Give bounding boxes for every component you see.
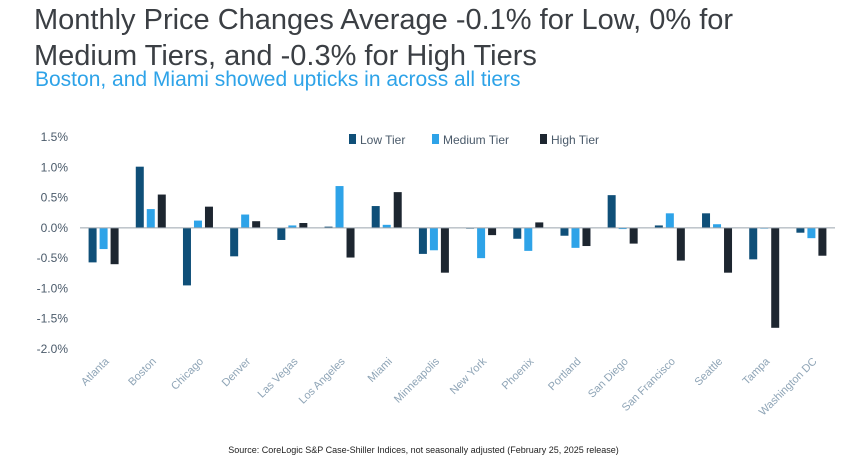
bar-low-tier	[88, 227, 97, 263]
category-label: San Diego	[586, 356, 631, 401]
y-tick-label: -2.0%	[37, 342, 69, 356]
bar-medium-tier	[665, 213, 674, 228]
legend-swatch	[349, 134, 356, 144]
bar-high-tier	[157, 194, 166, 228]
bar-high-tier	[771, 227, 780, 328]
bar-high-tier	[110, 227, 119, 265]
legend-swatch	[432, 134, 439, 144]
category-label: Boston	[126, 356, 159, 389]
bar-high-tier	[204, 206, 213, 228]
bar-high-tier	[488, 227, 497, 236]
bar-high-tier	[346, 227, 355, 258]
bar-chart: 1.5% 1.0% 0.5% 0.0% -0.5% -1.0% -1.5% -2.0% Low…	[37, 130, 835, 418]
bar-high-tier	[629, 227, 638, 244]
bar-high-tier	[252, 221, 261, 228]
bar-high-tier	[582, 227, 591, 247]
bar-high-tier	[299, 223, 308, 228]
category-label: Los Angeles	[297, 355, 348, 406]
legend-swatch	[540, 134, 547, 144]
bar-low-tier	[182, 227, 191, 286]
bar-low-tier	[135, 166, 144, 228]
legend-label: Low Tier	[360, 133, 405, 147]
category-label: Atlanta	[79, 355, 112, 388]
chart-title: Monthly Price Changes Average -0.1% for …	[34, 4, 734, 72]
bar-medium-tier	[288, 225, 297, 228]
bar-low-tier	[371, 206, 380, 228]
bar-medium-tier	[571, 227, 580, 248]
category-label: Portland	[546, 356, 583, 393]
bar-low-tier	[418, 227, 427, 254]
y-tick-label: 0.5%	[41, 191, 69, 205]
bar-low-tier	[277, 227, 286, 240]
chart-subtitle: Boston, and Miami showed upticks in acro…	[35, 68, 521, 91]
bar-medium-tier	[146, 209, 155, 228]
category-label: Tampa	[740, 355, 772, 387]
bar-low-tier	[230, 227, 239, 257]
y-tick-label: -0.5%	[37, 251, 69, 265]
category-label: Miami	[366, 356, 395, 385]
category-label: Chicago	[169, 356, 206, 393]
legend-label: Medium Tier	[443, 133, 509, 147]
y-axis-ticks: 1.5% 1.0% 0.5% 0.0% -0.5% -1.0% -1.5% -2.0%	[37, 130, 69, 356]
bar-high-tier	[818, 227, 827, 256]
bar-high-tier	[676, 227, 685, 261]
bar-low-tier	[702, 213, 711, 228]
bar-medium-tier	[618, 227, 627, 230]
bar-medium-tier	[382, 224, 391, 228]
bar-low-tier	[324, 226, 333, 228]
bar-high-tier	[393, 192, 402, 228]
bar-medium-tier	[193, 220, 202, 228]
category-label: Las Vegas	[256, 355, 301, 400]
bar-high-tier	[440, 227, 449, 273]
y-tick-label: -1.0%	[37, 281, 69, 295]
bar-low-tier	[513, 227, 522, 239]
bar-low-tier	[560, 227, 569, 236]
y-tick-label: 1.5%	[41, 130, 69, 144]
bar-low-tier	[654, 225, 663, 228]
legend: Low Tier Medium Tier High Tier	[349, 133, 599, 147]
legend-label: High Tier	[551, 133, 599, 147]
y-tick-label: -1.5%	[37, 312, 69, 326]
bar-medium-tier	[429, 227, 438, 251]
y-tick-label: 0.0%	[41, 221, 69, 235]
category-label: Phoenix	[500, 355, 537, 392]
bar-high-tier	[535, 222, 544, 228]
bar-medium-tier	[713, 224, 722, 228]
bar-low-tier	[607, 195, 616, 228]
bar-medium-tier	[477, 227, 486, 259]
bar-medium-tier	[99, 227, 108, 250]
bar-medium-tier	[807, 227, 816, 239]
bars	[88, 166, 827, 328]
category-label: Minneapolis	[392, 355, 442, 405]
bar-low-tier	[796, 227, 805, 233]
bar-medium-tier	[241, 214, 250, 228]
y-tick-label: 1.0%	[41, 160, 69, 174]
category-label: New York	[448, 355, 490, 397]
source-note: Source: CoreLogic S&P Case-Shiller Indic…	[228, 445, 619, 455]
category-label: Seattle	[692, 356, 725, 389]
bar-low-tier	[749, 227, 758, 260]
bar-medium-tier	[335, 186, 344, 228]
bar-high-tier	[724, 227, 733, 273]
category-label: Denver	[220, 355, 254, 389]
bar-medium-tier	[524, 227, 533, 251]
